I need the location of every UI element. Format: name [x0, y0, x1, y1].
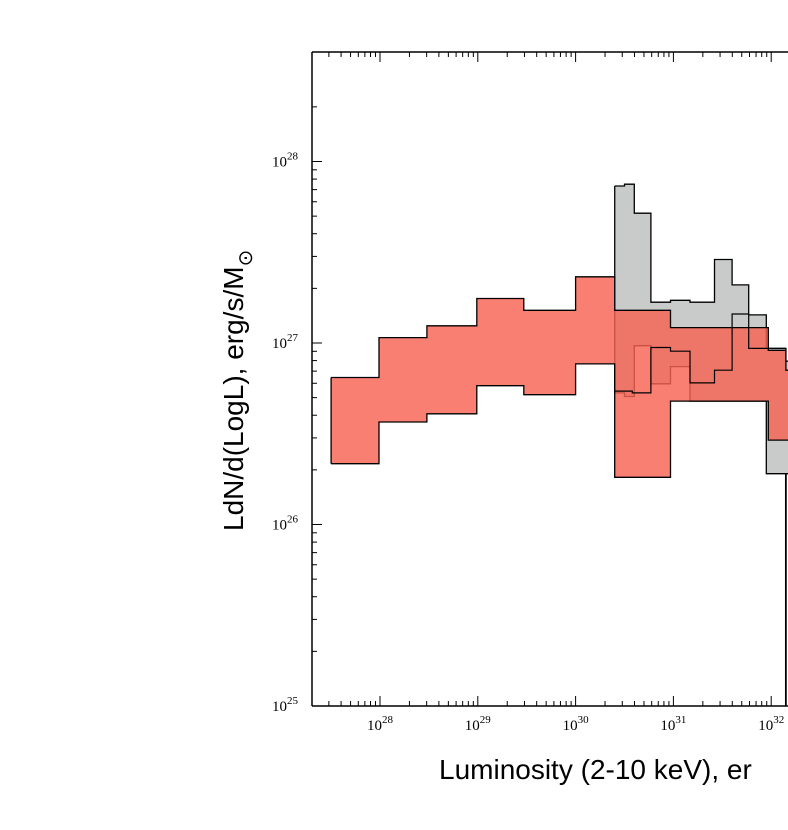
series-red-band	[330, 276, 788, 478]
band-fill	[331, 276, 788, 478]
x-tick-label: 1029	[465, 714, 492, 734]
band-upper-edge	[331, 276, 788, 379]
y-axis-title: LdN/d(LogL), erg/s/M⊙	[218, 250, 257, 531]
y-axis-title-sun-symbol: ⊙	[235, 250, 257, 267]
x-tick-label: 1030	[563, 714, 590, 734]
median-step-line	[614, 313, 786, 394]
x-tick-label: 1028	[367, 714, 394, 734]
y-tick-label: 1028	[272, 151, 299, 171]
x-tick-label: 1032	[758, 714, 784, 734]
x-tick-label: 1031	[660, 714, 686, 734]
tick-labels: 1025 1026 1027 1028 1028 1029 1030 1031 1032	[272, 151, 784, 735]
y-axis-title-text: LdN/d(LogL), erg/s/M	[218, 266, 249, 531]
data-bands	[330, 183, 788, 706]
x-axis-title: Luminosity (2-10 keV), er	[439, 754, 752, 785]
y-tick-label: 1027	[272, 332, 299, 352]
y-tick-label: 1026	[272, 514, 299, 534]
y-tick-label: 1025	[272, 695, 299, 715]
band-lower-edge	[331, 363, 788, 478]
axis-ticks	[312, 52, 772, 707]
